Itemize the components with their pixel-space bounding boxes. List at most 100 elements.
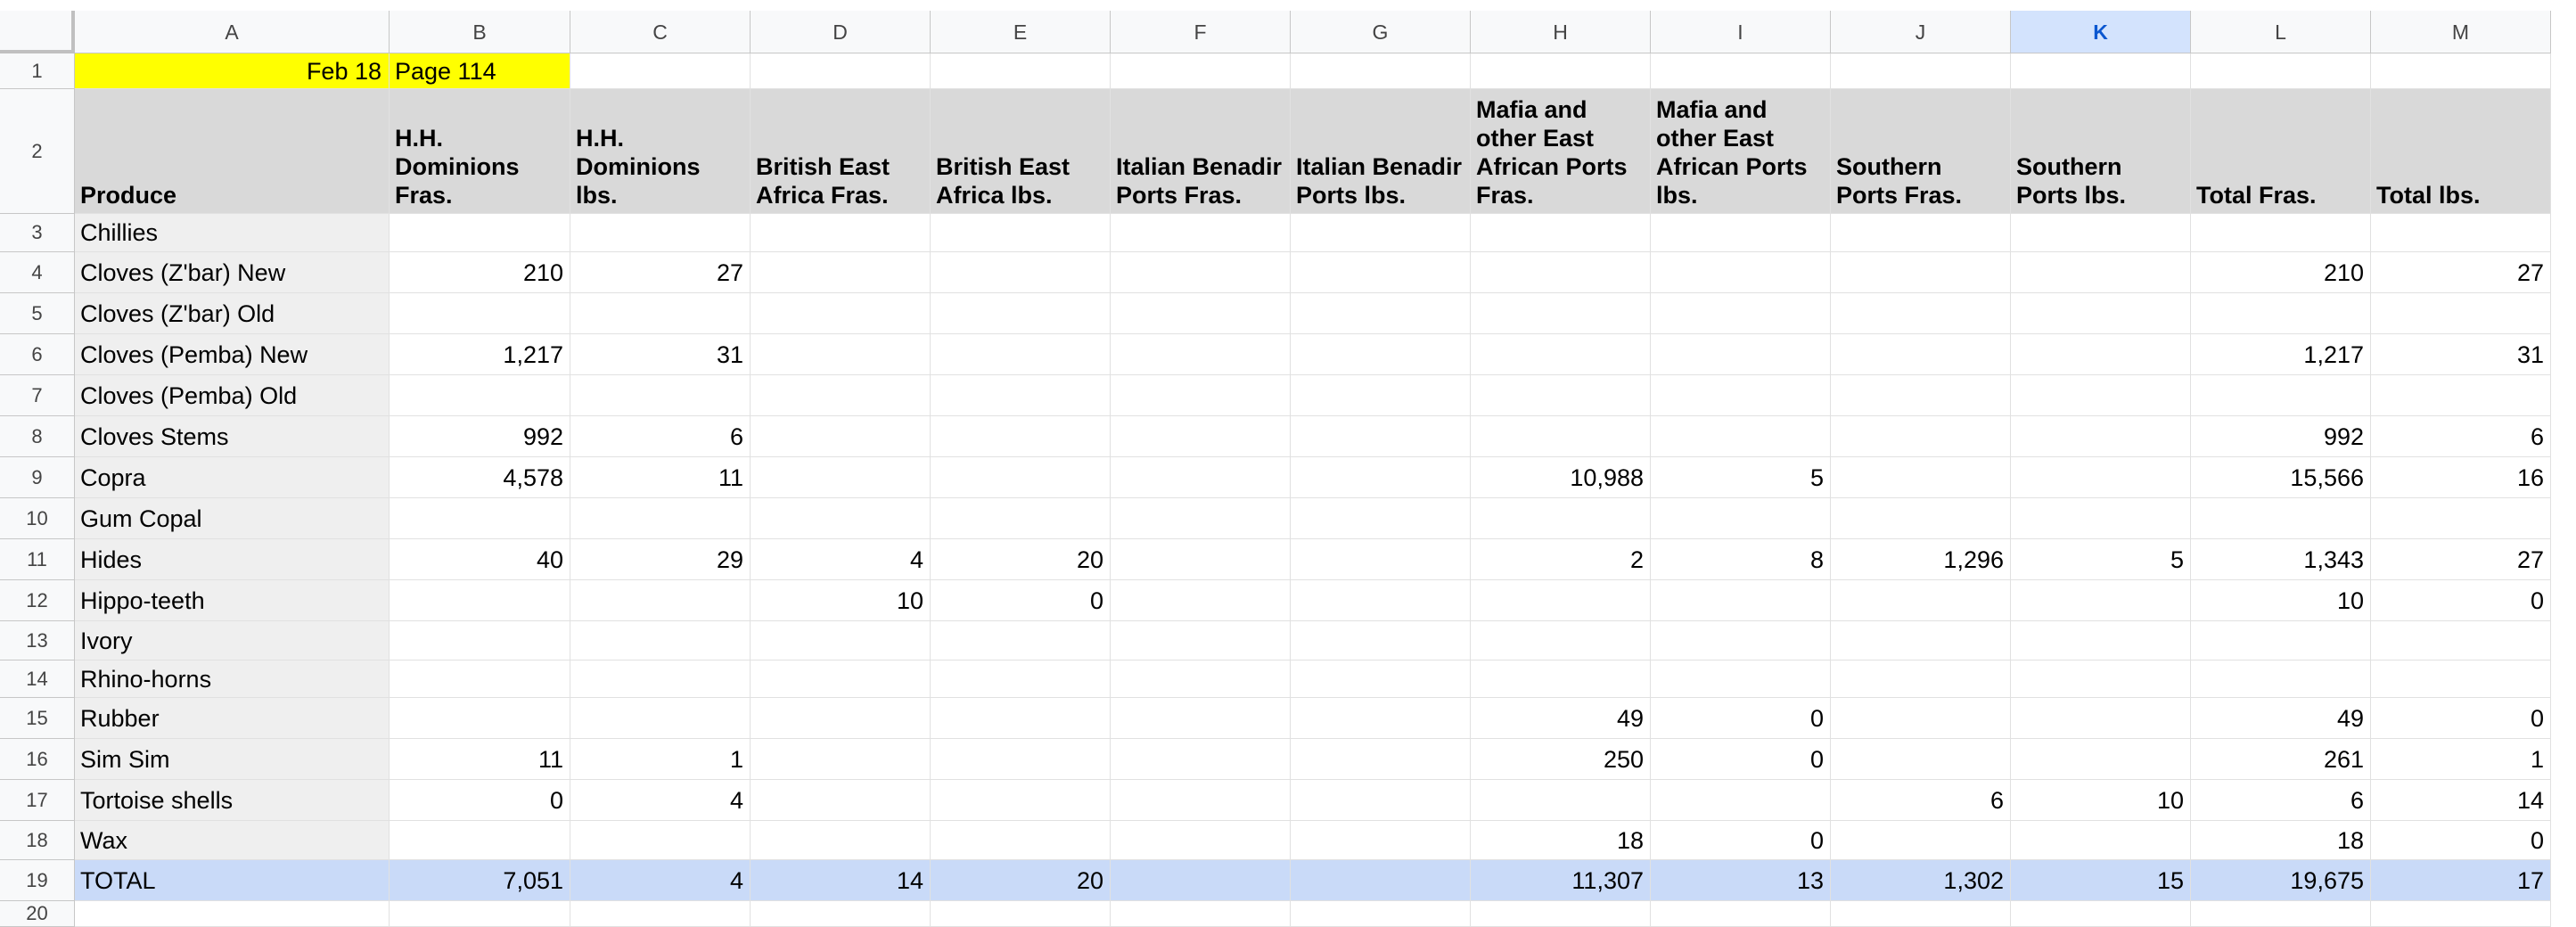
data-cell[interactable] — [1111, 498, 1291, 539]
data-cell[interactable] — [2371, 293, 2551, 334]
empty-cell[interactable] — [1831, 901, 2011, 927]
data-cell[interactable] — [1831, 214, 2011, 252]
data-cell[interactable] — [1651, 580, 1831, 621]
data-cell[interactable] — [2011, 498, 2191, 539]
produce-cell[interactable]: Cloves Stems — [75, 416, 390, 457]
data-cell[interactable]: 4 — [751, 539, 931, 580]
data-cell[interactable] — [2011, 334, 2191, 375]
row-header-14[interactable]: 14 — [0, 660, 75, 698]
empty-cell[interactable] — [1291, 901, 1471, 927]
data-cell[interactable] — [1651, 660, 1831, 698]
data-cell[interactable] — [751, 334, 931, 375]
data-cell[interactable] — [751, 498, 931, 539]
column-title-b[interactable]: H.H. Dominions Fras. — [390, 89, 570, 214]
data-cell[interactable] — [1291, 860, 1471, 901]
data-cell[interactable]: 29 — [570, 539, 751, 580]
data-cell[interactable] — [390, 580, 570, 621]
data-cell[interactable] — [1831, 698, 2011, 739]
row-header-20[interactable]: 20 — [0, 901, 75, 927]
produce-cell[interactable]: Copra — [75, 457, 390, 498]
data-cell[interactable]: 18 — [2191, 821, 2371, 860]
data-cell[interactable] — [2191, 660, 2371, 698]
data-cell[interactable]: 11,307 — [1471, 860, 1651, 901]
data-cell[interactable] — [751, 416, 931, 457]
data-cell[interactable]: 14 — [2371, 780, 2551, 821]
row-header-10[interactable]: 10 — [0, 498, 75, 539]
data-cell[interactable] — [570, 698, 751, 739]
empty-cell[interactable] — [931, 901, 1111, 927]
column-title-f[interactable]: Italian Benadir Ports Fras. — [1111, 89, 1291, 214]
data-cell[interactable] — [2011, 457, 2191, 498]
data-cell[interactable] — [931, 375, 1111, 416]
column-header-m[interactable]: M — [2371, 11, 2551, 53]
data-cell[interactable] — [2011, 416, 2191, 457]
data-cell[interactable] — [1291, 580, 1471, 621]
data-cell[interactable]: 14 — [751, 860, 931, 901]
data-cell[interactable] — [1831, 621, 2011, 660]
empty-cell[interactable] — [751, 901, 931, 927]
row-header-2[interactable]: 2 — [0, 89, 75, 214]
data-cell[interactable] — [1291, 660, 1471, 698]
data-cell[interactable] — [1111, 416, 1291, 457]
data-cell[interactable] — [931, 621, 1111, 660]
data-cell[interactable] — [390, 375, 570, 416]
data-cell[interactable] — [1651, 416, 1831, 457]
column-header-b[interactable]: B — [390, 11, 570, 53]
data-cell[interactable]: 0 — [1651, 698, 1831, 739]
produce-cell[interactable]: Tortoise shells — [75, 780, 390, 821]
data-cell[interactable] — [1111, 214, 1291, 252]
data-cell[interactable] — [1291, 214, 1471, 252]
data-cell[interactable]: 20 — [931, 860, 1111, 901]
row-header-8[interactable]: 8 — [0, 416, 75, 457]
row-header-1[interactable]: 1 — [0, 53, 75, 89]
data-cell[interactable] — [1471, 580, 1651, 621]
data-cell[interactable] — [1651, 780, 1831, 821]
data-cell[interactable]: 27 — [2371, 252, 2551, 293]
data-cell[interactable] — [1651, 214, 1831, 252]
row-header-9[interactable]: 9 — [0, 457, 75, 498]
data-cell[interactable] — [751, 457, 931, 498]
data-cell[interactable] — [1831, 660, 2011, 698]
data-cell[interactable]: 11 — [390, 739, 570, 780]
produce-cell[interactable]: Hippo-teeth — [75, 580, 390, 621]
select-all-corner[interactable] — [0, 11, 75, 53]
data-cell[interactable]: 0 — [1651, 821, 1831, 860]
column-title-g[interactable]: Italian Benadir Ports lbs. — [1291, 89, 1471, 214]
cell-f1[interactable] — [1111, 53, 1291, 89]
column-title-a[interactable]: Produce — [75, 89, 390, 214]
data-cell[interactable]: 992 — [390, 416, 570, 457]
data-cell[interactable] — [1291, 252, 1471, 293]
cell-c1[interactable] — [570, 53, 751, 89]
cell-l1[interactable] — [2191, 53, 2371, 89]
data-cell[interactable]: 10 — [751, 580, 931, 621]
column-title-j[interactable]: Southern Ports Fras. — [1831, 89, 2011, 214]
column-header-g[interactable]: G — [1291, 11, 1471, 53]
empty-cell[interactable] — [2191, 901, 2371, 927]
data-cell[interactable]: 27 — [570, 252, 751, 293]
data-cell[interactable] — [1111, 821, 1291, 860]
data-cell[interactable] — [570, 375, 751, 416]
data-cell[interactable]: 4 — [570, 780, 751, 821]
column-title-d[interactable]: British East Africa Fras. — [751, 89, 931, 214]
data-cell[interactable] — [2371, 621, 2551, 660]
empty-cell[interactable] — [1111, 901, 1291, 927]
column-title-m[interactable]: Total lbs. — [2371, 89, 2551, 214]
cell-m1[interactable] — [2371, 53, 2551, 89]
column-title-e[interactable]: British East Africa lbs. — [931, 89, 1111, 214]
data-cell[interactable] — [1291, 621, 1471, 660]
data-cell[interactable] — [2011, 739, 2191, 780]
column-header-l[interactable]: L — [2191, 11, 2371, 53]
empty-cell[interactable] — [1471, 901, 1651, 927]
produce-cell[interactable]: Ivory — [75, 621, 390, 660]
empty-cell[interactable] — [75, 901, 390, 927]
data-cell[interactable] — [2011, 293, 2191, 334]
data-cell[interactable]: 6 — [2191, 780, 2371, 821]
data-cell[interactable] — [570, 580, 751, 621]
data-cell[interactable] — [931, 821, 1111, 860]
row-header-5[interactable]: 5 — [0, 293, 75, 334]
data-cell[interactable]: 1,217 — [390, 334, 570, 375]
data-cell[interactable] — [1831, 334, 2011, 375]
produce-cell[interactable]: Cloves (Z'bar) Old — [75, 293, 390, 334]
data-cell[interactable] — [1471, 214, 1651, 252]
data-cell[interactable]: 7,051 — [390, 860, 570, 901]
